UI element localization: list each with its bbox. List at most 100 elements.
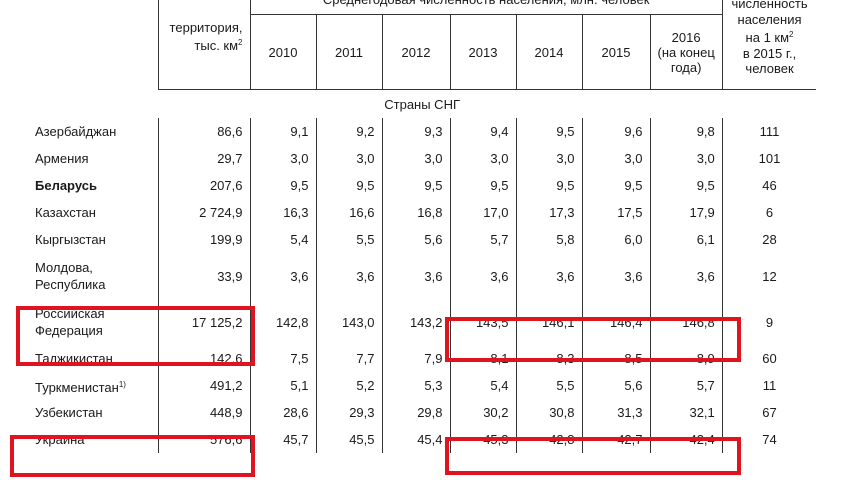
header-density-line2: населения (737, 11, 802, 27)
population-cell: 5,2 (315, 372, 382, 399)
header-year-last: 2016 (на конец года) (649, 14, 723, 90)
population-cell: 3,0 (249, 145, 316, 172)
population-cell: 6,0 (581, 226, 650, 253)
country-name-text: Армения (35, 151, 89, 166)
population-cell: 3,0 (649, 145, 723, 172)
population-cell: 3,6 (515, 253, 582, 299)
population-cell: 3,6 (249, 253, 316, 299)
density-cell: 28 (762, 232, 777, 247)
header-last-year-line2: (на конец (657, 44, 715, 60)
population-cell: 9,5 (581, 172, 650, 199)
population-cell: 9,5 (649, 172, 723, 199)
population-cell: 29,3 (315, 399, 382, 426)
header-density-line5: человек (745, 61, 794, 77)
population-cell: 8,5 (581, 345, 650, 372)
density-cell: 9 (765, 314, 774, 330)
table-row: Казахстан 2 724,9 16,3 16,6 16,8 17,0 17,3 17,5… (28, 199, 816, 226)
population-cell: 5,4 (449, 372, 516, 399)
header-area-sup: 2 (238, 38, 243, 47)
population-cell: 9,2 (315, 118, 382, 145)
area-cell: 491,2 (157, 372, 250, 399)
population-cell: 9,8 (649, 118, 723, 145)
country-name-text: Кыргызстан (35, 232, 106, 247)
country-name: Казахстан (28, 199, 158, 226)
population-cell: 9,5 (515, 172, 582, 199)
country-name: Узбекистан (28, 399, 158, 426)
header-density: численность населения на 1 км2 в 2015 г.… (722, 0, 817, 90)
country-name-line1: Российская (35, 306, 105, 321)
table-body: Азербайджан 86,6 9,1 9,2 9,3 9,4 9,5 9,6 9,8 111 А… (28, 118, 816, 453)
header-area-line2: тыс. км (194, 38, 239, 53)
population-cell: 9,5 (449, 172, 516, 199)
population-cell: 3,6 (649, 253, 723, 299)
country-name-line1: Молдова, (35, 260, 93, 275)
footnote-marker: 1) (118, 379, 126, 389)
header-area-line1: территория, (169, 20, 243, 35)
population-cell: 5,7 (449, 226, 516, 253)
header-density-sup: 2 (789, 30, 794, 40)
population-cell: 45,7 (249, 426, 316, 453)
population-cell: 146,1 (515, 299, 582, 345)
section-title: Страны СНГ (384, 96, 461, 112)
population-cell: 143,0 (315, 299, 382, 345)
country-name-text: Туркменистан (35, 379, 119, 395)
population-cell: 9,1 (249, 118, 316, 145)
density-cell: 67 (762, 405, 777, 420)
table-row: Таджикистан 142,6 7,5 7,7 7,9 8,1 8,3 8,5 8,9 60 (28, 345, 816, 372)
population-cell: 16,3 (249, 199, 316, 226)
population-cell: 45,3 (449, 426, 516, 453)
population-cell: 146,8 (649, 299, 723, 345)
population-cell: 143,5 (449, 299, 516, 345)
population-cell: 9,6 (581, 118, 650, 145)
population-cell: 5,7 (649, 372, 723, 399)
country-name-text: Узбекистан (35, 405, 103, 420)
table-row: Азербайджан 86,6 9,1 9,2 9,3 9,4 9,5 9,6 9,8 111 (28, 118, 816, 145)
table-row: Узбекистан 448,9 28,6 29,3 29,8 30,2 30,8 31,3 3… (28, 399, 816, 426)
header-year: 2015 (581, 14, 650, 90)
table-row: Кыргызстан 199,9 5,4 5,5 5,6 5,7 5,8 6,0 6,1 28 (28, 226, 816, 253)
population-cell: 5,5 (315, 226, 382, 253)
population-cell: 9,5 (249, 172, 316, 199)
population-cell: 5,6 (381, 226, 450, 253)
population-cell: 3,0 (515, 145, 582, 172)
population-table: территория, тыс. км2 Среднегодовая числе… (28, 0, 817, 453)
header-year: 2010 (249, 14, 316, 90)
population-cell: 8,9 (649, 345, 723, 372)
population-cell: 7,5 (249, 345, 316, 372)
country-name: Кыргызстан (28, 226, 158, 253)
population-cell: 8,3 (515, 345, 582, 372)
population-cell: 17,9 (649, 199, 723, 226)
table-row: Беларусь 207,6 9,5 9,5 9,5 9,5 9,5 9,5 9,5 46 (28, 172, 816, 199)
table-row: Армения 29,7 3,0 3,0 3,0 3,0 3,0 3,0 3,0 101 (28, 145, 816, 172)
country-name-text: Беларусь (35, 178, 97, 193)
population-cell: 5,8 (515, 226, 582, 253)
header-year: 2013 (449, 14, 516, 90)
area-cell: 142,6 (157, 345, 250, 372)
header-country-blank (28, 0, 158, 90)
country-name: Азербайджан (28, 118, 158, 145)
population-cell: 3,0 (315, 145, 382, 172)
density-cell: 74 (762, 432, 777, 447)
country-name-line2: Федерация (35, 323, 103, 338)
density-cell: 11 (762, 378, 777, 393)
population-cell: 3,6 (581, 253, 650, 299)
population-cell: 7,7 (315, 345, 382, 372)
population-cell: 31,3 (581, 399, 650, 426)
population-cell: 28,6 (249, 399, 316, 426)
population-cell: 42,8 (515, 426, 582, 453)
population-cell: 3,6 (381, 253, 450, 299)
population-cell: 3,6 (449, 253, 516, 299)
area-cell: 29,7 (157, 145, 250, 172)
population-cell: 5,5 (515, 372, 582, 399)
header-last-year-line3: года) (670, 59, 702, 75)
population-cell: 5,3 (381, 372, 450, 399)
area-cell: 576,6 (157, 426, 250, 453)
population-cell: 42,4 (649, 426, 723, 453)
header-last-year-line1: 2016 (671, 29, 701, 45)
population-cell: 143,2 (381, 299, 450, 345)
country-name: Российская Федерация (28, 299, 158, 345)
area-cell: 207,6 (157, 172, 250, 199)
population-cell: 5,1 (249, 372, 316, 399)
population-cell: 142,8 (249, 299, 316, 345)
